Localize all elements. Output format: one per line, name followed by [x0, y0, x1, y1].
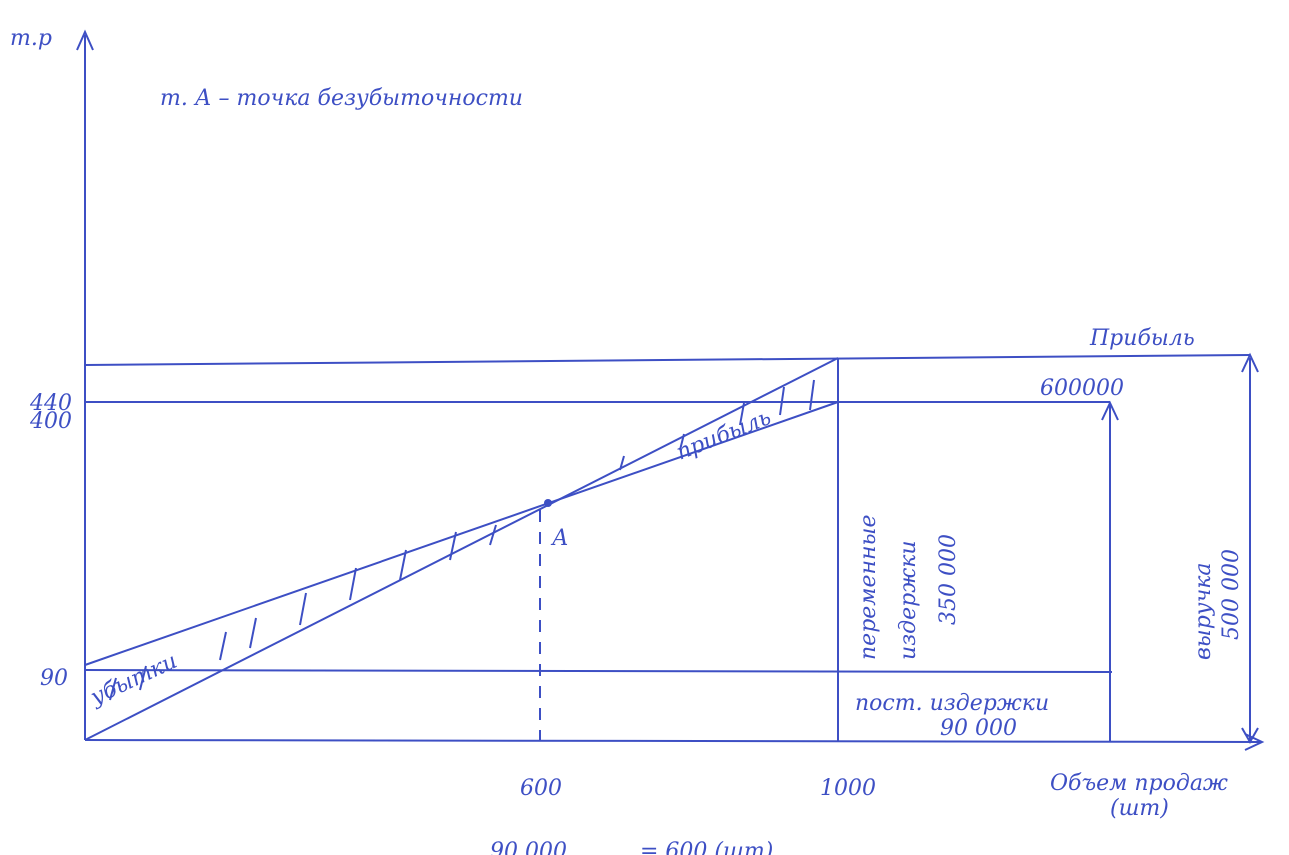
- y-label: 440: [29, 391, 72, 416]
- break-even-point: [544, 499, 552, 507]
- annotation: 600000: [1040, 376, 1124, 401]
- y-label: 90: [40, 666, 68, 691]
- x-axis: [84, 739, 1263, 743]
- hatching: [109, 379, 815, 701]
- point-label: А: [550, 526, 569, 551]
- annotation: издержки: [896, 540, 921, 660]
- fixed-cost-line: [84, 669, 1113, 673]
- y-axis-label: т.р: [10, 26, 52, 51]
- arrow-head: [1241, 352, 1259, 373]
- title: т. А – точка безубыточности: [160, 86, 523, 111]
- annotation: выручка: [1191, 562, 1216, 660]
- annotation: 90 000: [940, 716, 1017, 741]
- annotation: 350 000: [936, 534, 961, 625]
- y-arrow: [76, 29, 94, 51]
- annotation: Прибыль: [1089, 326, 1195, 351]
- arrow-head: [1101, 400, 1119, 421]
- annotation: убытки: [86, 649, 181, 711]
- annotation: 500 000: [1219, 549, 1244, 640]
- annotation: переменные: [856, 515, 881, 660]
- formula: = 600 (шт): [640, 839, 773, 855]
- annotation: пост. издержки: [855, 691, 1049, 716]
- revenue-line: [84, 357, 839, 741]
- x-label: 600: [520, 776, 562, 801]
- annotation: прибыль: [673, 405, 775, 466]
- x-axis-label: Объем продаж: [1050, 771, 1228, 796]
- cost-line: [84, 401, 839, 666]
- x-axis-label: (шт): [1110, 796, 1169, 821]
- x-label: 1000: [820, 776, 876, 801]
- arrow-head: [1241, 727, 1259, 745]
- formula: 90 000: [490, 839, 567, 855]
- y-label: 400: [29, 409, 72, 434]
- revenue-level: [84, 354, 1251, 366]
